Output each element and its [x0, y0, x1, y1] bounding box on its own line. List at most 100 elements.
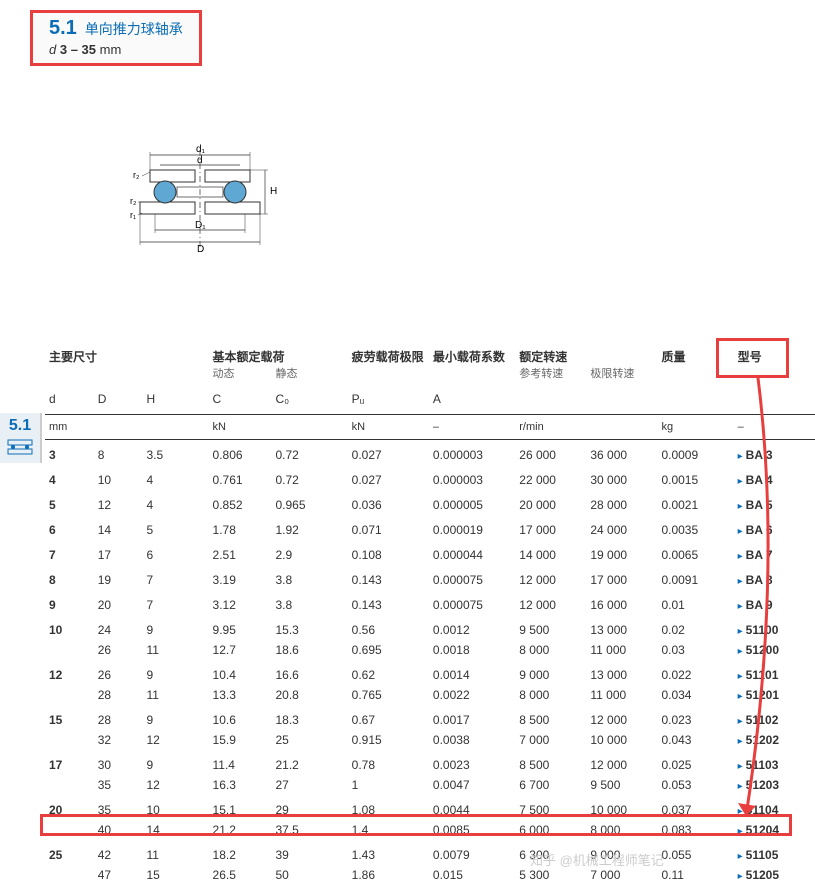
model-cell: ▸51101	[734, 660, 815, 685]
table-row: 471526.5501.860.0155 3007 0000.11▸51205	[45, 865, 815, 885]
side-tab: 5.1	[0, 413, 42, 463]
marker-icon: ▸	[738, 476, 743, 487]
model-cell: ▸51203	[734, 775, 815, 795]
marker-icon: ▸	[738, 551, 743, 562]
model-cell: ▸BA 4	[734, 465, 815, 490]
marker-icon: ▸	[738, 851, 743, 862]
diagram-label-d: d	[197, 155, 203, 166]
unit-mm: mm	[45, 415, 209, 440]
col-load-dyn: 动态	[209, 365, 272, 384]
col-main-dims: 主要尺寸	[45, 345, 209, 365]
unit-rmin: r/min	[515, 415, 657, 440]
table-row: 1730911.421.20.780.00238 50012 0000.025▸…	[45, 750, 815, 775]
marker-icon: ▸	[738, 806, 743, 817]
col-min-load: 最小载荷系数	[429, 345, 515, 365]
unit-kN2: kN	[348, 415, 429, 440]
model-cell: ▸51201	[734, 685, 815, 705]
table-row: 281113.320.80.7650.00228 00011 0000.034▸…	[45, 685, 815, 705]
model-cell: ▸BA 7	[734, 540, 815, 565]
col-load-rating: 基本额定载荷	[209, 345, 348, 365]
diagram-label-r2b: r₂	[130, 196, 137, 206]
marker-icon: ▸	[738, 736, 743, 747]
sym-A: A	[429, 384, 515, 415]
table-row: 92073.123.80.1430.00007512 00016 0000.01…	[45, 590, 815, 615]
table-row: 102499.9515.30.560.00129 50013 0000.02▸5…	[45, 615, 815, 640]
table-row: 351216.32710.00476 7009 5000.053▸51203	[45, 775, 815, 795]
table-row: 1528910.618.30.670.00178 50012 0000.023▸…	[45, 705, 815, 730]
col-fatigue: 疲劳载荷极限	[348, 345, 429, 365]
marker-icon: ▸	[738, 626, 743, 637]
model-cell: ▸BA 9	[734, 590, 815, 615]
model-cell: ▸51205	[734, 865, 815, 885]
marker-icon: ▸	[738, 576, 743, 587]
sym-D: D	[94, 384, 143, 415]
dimension-range: d 3 – 35 mm	[49, 42, 183, 57]
sym-d: d	[45, 384, 94, 415]
col-speed-lim: 极限转速	[586, 365, 657, 384]
col-load-stat: 静态	[271, 365, 347, 384]
marker-icon: ▸	[738, 646, 743, 657]
table-row: 261112.718.60.6950.00188 00011 0000.03▸5…	[45, 640, 815, 660]
section-title: 单向推力球轴承	[85, 19, 183, 39]
unit-dash2: –	[734, 415, 815, 440]
diagram-label-r1: r₁	[130, 210, 136, 220]
unit-dash1: –	[429, 415, 515, 440]
bearing-diagram: d₁ d H r₂ r₂ r₁ D₁ D	[100, 140, 310, 265]
model-cell: ▸BA 3	[734, 440, 815, 466]
marker-icon: ▸	[738, 501, 743, 512]
marker-icon: ▸	[738, 871, 743, 882]
model-cell: ▸51100	[734, 615, 815, 640]
marker-icon: ▸	[738, 761, 743, 772]
section-number: 5.1	[49, 17, 77, 40]
sym-C0: C₀	[271, 384, 347, 415]
table-row: 71762.512.90.1080.00004414 00019 0000.00…	[45, 540, 815, 565]
bearing-table: 主要尺寸 基本额定载荷 疲劳载荷极限 最小载荷系数 额定转速 质量 型号 动态 …	[45, 345, 815, 885]
table-body: 383.50.8060.720.0270.00000326 00036 0000…	[45, 440, 815, 886]
table-row: 20351015.1291.080.00447 50010 0000.037▸5…	[45, 795, 815, 820]
table-row: 41040.7610.720.0270.00000322 00030 0000.…	[45, 465, 815, 490]
sym-H: H	[143, 384, 209, 415]
col-speed-ref: 参考转速	[515, 365, 586, 384]
marker-icon: ▸	[738, 716, 743, 727]
model-cell: ▸BA 5	[734, 490, 815, 515]
bearing-mini-icon	[5, 437, 35, 457]
model-cell: ▸51102	[734, 705, 815, 730]
model-cell: ▸51204	[734, 820, 815, 840]
marker-icon: ▸	[738, 781, 743, 792]
diagram-label-d1: d₁	[196, 144, 206, 155]
model-cell: ▸51105	[734, 840, 815, 865]
marker-icon: ▸	[738, 601, 743, 612]
section-header-box: 5.1 单向推力球轴承 d 3 – 35 mm	[30, 10, 202, 66]
marker-icon: ▸	[738, 671, 743, 682]
table-row: 1226910.416.60.620.00149 00013 0000.022▸…	[45, 660, 815, 685]
model-cell: ▸51104	[734, 795, 815, 820]
marker-icon: ▸	[738, 526, 743, 537]
diagram-label-r2a: r₂	[133, 170, 140, 180]
table-row: 25421118.2391.430.00796 3009 0000.055▸51…	[45, 840, 815, 865]
diagram-label-D1: D₁	[195, 220, 206, 231]
diagram-label-H: H	[270, 186, 277, 197]
model-cell: ▸51103	[734, 750, 815, 775]
model-cell: ▸BA 6	[734, 515, 815, 540]
bearing-table-wrap: 主要尺寸 基本额定载荷 疲劳载荷极限 最小载荷系数 额定转速 质量 型号 动态 …	[45, 345, 815, 885]
table-row: 401421.237.51.40.00856 0008 0000.083▸512…	[45, 820, 815, 840]
sym-Pu: Pᵤ	[348, 384, 429, 415]
col-model: 型号	[734, 345, 815, 365]
unit-kN1: kN	[209, 415, 348, 440]
sym-C: C	[209, 384, 272, 415]
table-row: 383.50.8060.720.0270.00000326 00036 0000…	[45, 440, 815, 466]
table-row: 61451.781.920.0710.00001917 00024 0000.0…	[45, 515, 815, 540]
model-cell: ▸51200	[734, 640, 815, 660]
side-tab-number: 5.1	[0, 413, 40, 435]
marker-icon: ▸	[738, 826, 743, 837]
marker-icon: ▸	[738, 451, 743, 462]
unit-kg: kg	[657, 415, 733, 440]
marker-icon: ▸	[738, 691, 743, 702]
col-speed: 额定转速	[515, 345, 657, 365]
table-row: 81973.193.80.1430.00007512 00017 0000.00…	[45, 565, 815, 590]
table-row: 321215.9250.9150.00387 00010 0000.043▸51…	[45, 730, 815, 750]
model-cell: ▸51202	[734, 730, 815, 750]
col-mass: 质量	[657, 345, 733, 365]
table-row: 51240.8520.9650.0360.00000520 00028 0000…	[45, 490, 815, 515]
diagram-label-D: D	[197, 244, 204, 255]
